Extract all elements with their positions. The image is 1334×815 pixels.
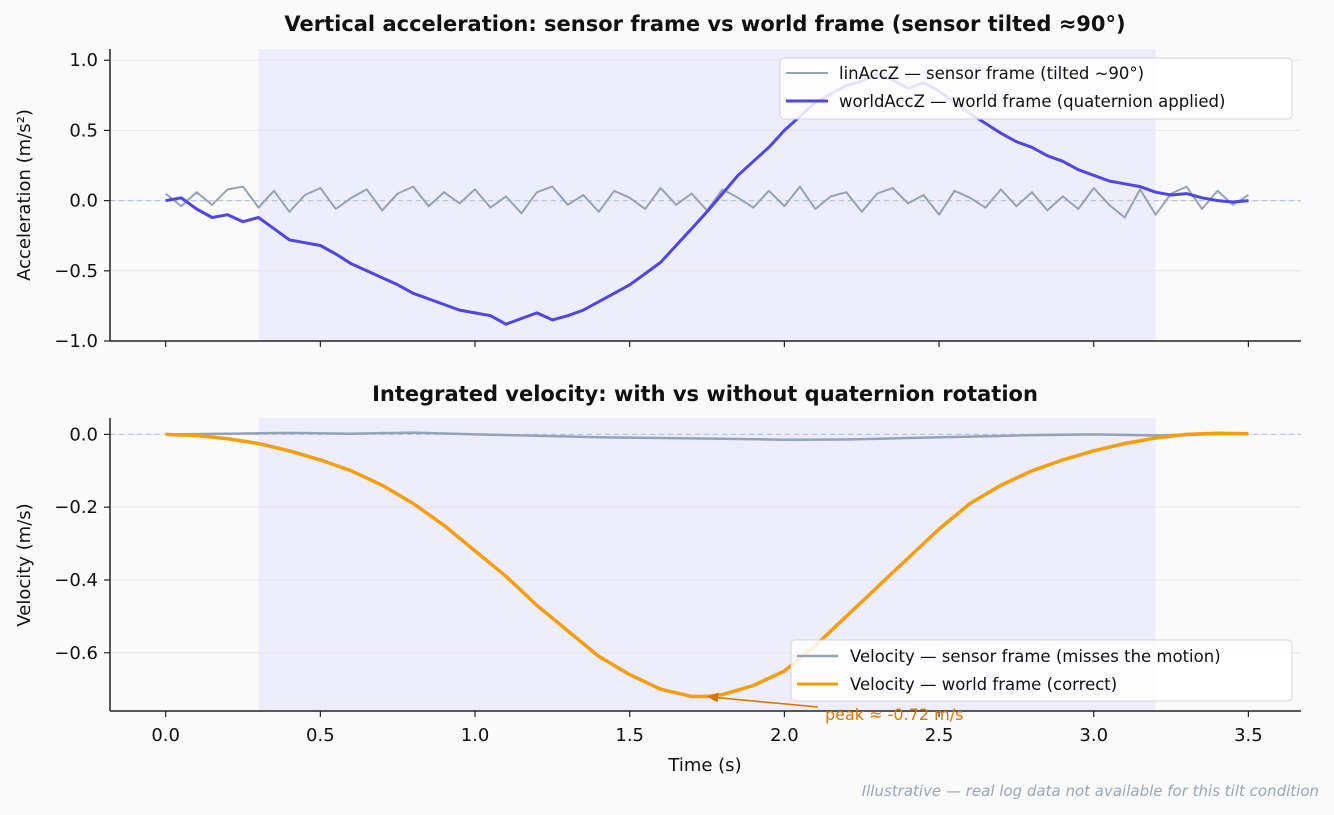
velocity-panel: 0.0 −0.2 −0.4 −0.6 0.0 0.5 1.0 1.5 2.0 2.5 3.0 3.5…: [14, 382, 1301, 776]
acceleration-legend: linAccZ — sensor frame (tilted ~90°) wor…: [779, 57, 1293, 120]
y-tick-label: −0.5: [54, 261, 98, 282]
series-line-world-vel: [165, 431, 1249, 699]
acceleration-chart-title: Vertical acceleration: sensor frame vs w…: [284, 12, 1125, 36]
y-tick-label: 0.0: [69, 191, 98, 212]
series-line-sensor-vel: [165, 431, 1249, 442]
peak-annotation-arrowhead: [707, 692, 719, 703]
velocity-axes: [109, 418, 1301, 712]
velocity-y-ticks: 0.0 −0.2 −0.4 −0.6: [54, 424, 110, 664]
acceleration-x-ticks: [165, 341, 1250, 347]
x-tick-label: 2.5: [925, 725, 954, 746]
peak-annotation-label: peak ≈ -0.72 m/s: [825, 705, 963, 724]
velocity-x-ticks: 0.0 0.5 1.0 1.5 2.0 2.5 3.0 3.5: [151, 711, 1263, 746]
y-tick-label: −0.4: [54, 570, 98, 591]
acceleration-panel: −1.0 −0.5 0.0 0.5 1.0 Vertical acceleration:…: [14, 12, 1301, 352]
x-tick-label: 0.5: [306, 725, 335, 746]
y-tick-label: −0.6: [54, 643, 98, 664]
velocity-y-axis-label: Velocity (m/s): [14, 503, 35, 626]
acceleration-y-axis-label: Acceleration (m/s²): [14, 109, 35, 281]
x-tick-label: 1.5: [615, 725, 644, 746]
legend-label-sensor-vel: Velocity — sensor frame (misses the moti…: [850, 647, 1221, 666]
velocity-legend-frame: [790, 639, 1293, 702]
legend-label-world-acc: worldAccZ — world frame (quaternion appl…: [839, 92, 1225, 111]
footnote: Illustrative — real log data not availab…: [862, 782, 1319, 800]
acceleration-axes: [109, 49, 1301, 342]
x-tick-label: 2.0: [770, 725, 799, 746]
x-tick-label: 1.0: [461, 725, 490, 746]
series-line-world-acc: [165, 72, 1249, 326]
y-tick-label: 1.0: [69, 50, 98, 71]
velocity-legend: Velocity — sensor frame (misses the moti…: [790, 639, 1293, 702]
x-tick-label: 0.0: [151, 725, 180, 746]
acceleration-legend-frame: [779, 57, 1293, 120]
legend-label-sensor-acc: linAccZ — sensor frame (tilted ~90°): [839, 64, 1144, 83]
acceleration-series: [165, 72, 1249, 326]
peak-annotation-arrow: [714, 696, 819, 708]
x-tick-label: 3.5: [1234, 725, 1263, 746]
legend-label-world-vel: Velocity — world frame (correct): [850, 675, 1117, 694]
velocity-series: [165, 431, 1249, 699]
peak-annotation: peak ≈ -0.72 m/s: [707, 692, 963, 724]
y-tick-label: −0.2: [54, 497, 98, 518]
y-tick-label: −1.0: [54, 331, 98, 352]
y-tick-label: 0.0: [69, 424, 98, 445]
acceleration-y-ticks: −1.0 −0.5 0.0 0.5 1.0: [54, 50, 110, 352]
x-tick-label: 3.0: [1079, 725, 1108, 746]
velocity-x-axis-label: Time (s): [667, 755, 741, 776]
velocity-chart-title: Integrated velocity: with vs without qua…: [372, 382, 1038, 406]
y-tick-label: 0.5: [69, 120, 98, 141]
